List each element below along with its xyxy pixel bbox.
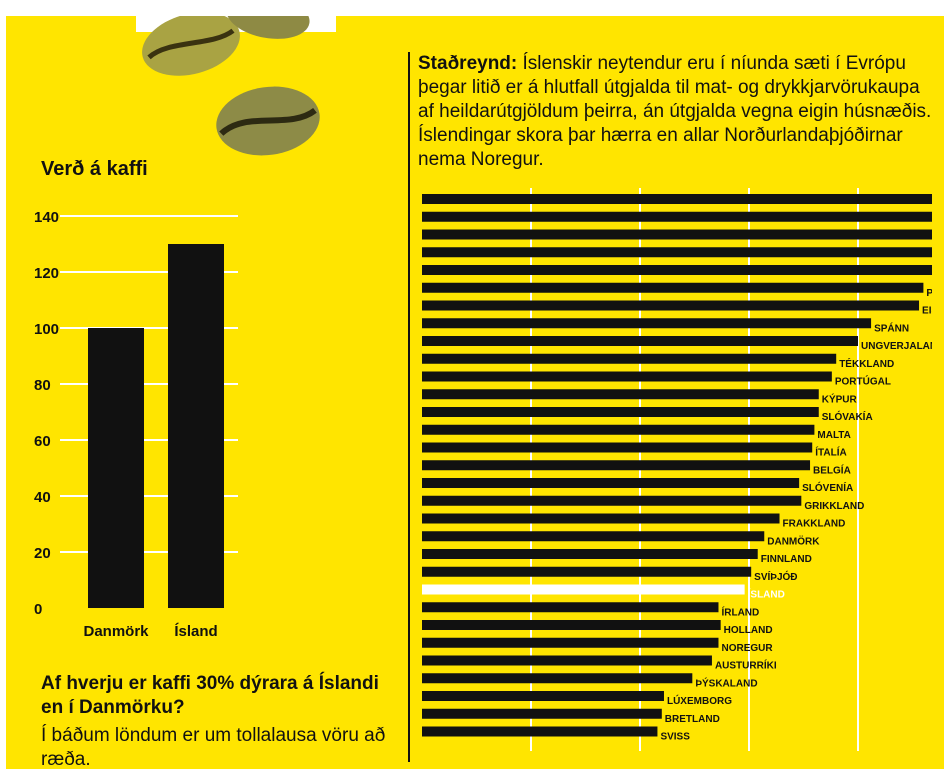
bar-label: NOREGUR bbox=[721, 643, 773, 654]
bar-label: LÚXEMBORG bbox=[667, 694, 732, 707]
bar-19 bbox=[422, 531, 765, 542]
x-tick-label: 5 bbox=[525, 763, 536, 766]
food-spending-chart: 0510152025303540RÚMENÍATYRKLANDLETTLANDB… bbox=[416, 188, 932, 766]
bar-10 bbox=[422, 371, 832, 382]
answer-text: Í báðum löndum er um tollalausa vöru að … bbox=[41, 725, 386, 770]
bar-2 bbox=[422, 229, 932, 240]
y-tick-label: 140 bbox=[34, 209, 59, 226]
bar-label: PORTÚGAL bbox=[835, 375, 891, 388]
y-tick-label: 40 bbox=[34, 489, 51, 506]
bar-3 bbox=[422, 247, 932, 258]
bar-14 bbox=[422, 442, 813, 453]
bar-5 bbox=[422, 282, 924, 293]
bar-label: KÝPUR bbox=[822, 392, 858, 405]
bar-label: ÍRLAND bbox=[721, 605, 759, 618]
fact-label: Staðreynd: bbox=[418, 53, 518, 74]
bar-label: AUSTURRÍKI bbox=[715, 659, 777, 672]
x-tick-label: 10 bbox=[629, 763, 651, 766]
bar-29 bbox=[422, 708, 662, 719]
bar-12 bbox=[422, 407, 819, 417]
divider-line bbox=[408, 52, 410, 762]
bar-label: ÍSLAND bbox=[748, 588, 785, 601]
x-tick-label: 15 bbox=[738, 763, 760, 766]
bar-23 bbox=[422, 602, 719, 613]
bar-26 bbox=[422, 655, 712, 666]
bar-label: ÍTALÍA bbox=[815, 446, 846, 459]
bar-11 bbox=[422, 389, 819, 400]
y-tick-label: 0 bbox=[34, 601, 42, 618]
bar-label: TÉKKLAND bbox=[839, 357, 894, 370]
coffee-price-chart: 0 20 40 60 80 100 120 140 Danmörk Ísland bbox=[34, 209, 238, 640]
x-tick-label: 0 bbox=[416, 763, 427, 766]
y-tick-label: 120 bbox=[34, 265, 59, 282]
y-tick-label: 80 bbox=[34, 377, 51, 394]
bar-label: MALTA bbox=[817, 430, 851, 441]
bar-label: PÓLLAND bbox=[926, 286, 932, 299]
bar-8 bbox=[422, 336, 858, 346]
bar-13 bbox=[422, 424, 815, 435]
bar-1 bbox=[168, 244, 224, 608]
bar-label: SVISS bbox=[660, 732, 690, 743]
bar-label: SPÁNN bbox=[874, 321, 909, 334]
bar-label: SLÓVENÍA bbox=[802, 481, 853, 494]
x-tick-label: Ísland bbox=[174, 623, 217, 640]
left-chart-title: Verð á kaffi bbox=[41, 158, 148, 180]
bar-28 bbox=[422, 691, 664, 701]
question-heading: Af hverju er kaffi 30% dýrara á Íslandi … bbox=[41, 673, 379, 718]
bar-1 bbox=[422, 211, 932, 222]
x-tick-label: 20 bbox=[847, 763, 869, 766]
coffee-beans-image bbox=[136, 16, 336, 156]
bar-label: EISTLAND bbox=[922, 306, 932, 317]
bar-4 bbox=[422, 265, 932, 275]
bar-9 bbox=[422, 353, 837, 364]
bar-22 bbox=[422, 584, 745, 595]
bar-label: BELGÍA bbox=[813, 463, 851, 476]
bar-label: GRIKKLAND bbox=[804, 501, 864, 512]
bar-6 bbox=[422, 300, 920, 311]
bar-30 bbox=[422, 726, 658, 737]
y-tick-label: 100 bbox=[34, 321, 59, 338]
bar-0 bbox=[88, 328, 144, 608]
bar-7 bbox=[422, 318, 872, 329]
bar-label: ÞÝSKALAND bbox=[695, 676, 757, 689]
bar-label: SVÍÞJÓÐ bbox=[754, 570, 797, 583]
bar-16 bbox=[422, 478, 800, 488]
fact-paragraph: Staðreynd: Íslenskir neytendur eru í níu… bbox=[418, 52, 938, 172]
bar-label: SLÓVAKÍA bbox=[822, 410, 873, 423]
bar-20 bbox=[422, 549, 758, 559]
bar-21 bbox=[422, 566, 752, 577]
background-panel: Verð á kaffi 0 20 40 60 80 100 120 140 Danmörk Ís… bbox=[6, 16, 944, 770]
bar-24 bbox=[422, 620, 721, 630]
bar-18 bbox=[422, 513, 780, 524]
bar-25 bbox=[422, 637, 719, 648]
bar-0 bbox=[422, 194, 932, 204]
bar-label: FINNLAND bbox=[761, 554, 812, 565]
fact-text: Íslenskir neytendur eru í níunda sæti í … bbox=[418, 53, 932, 170]
bar-17 bbox=[422, 495, 802, 506]
bar-label: FRAKKLAND bbox=[783, 519, 846, 530]
bar-label: DANMÖRK bbox=[767, 534, 820, 547]
bar-label: HOLLAND bbox=[724, 625, 773, 636]
y-tick-label: 20 bbox=[34, 545, 51, 562]
bar-label: BRETLAND bbox=[665, 714, 720, 725]
bar-label: UNGVERJALAND bbox=[861, 341, 932, 352]
bar-15 bbox=[422, 460, 811, 471]
y-tick-label: 60 bbox=[34, 433, 51, 450]
x-tick-label: Danmörk bbox=[83, 623, 149, 640]
bar-27 bbox=[422, 673, 693, 684]
